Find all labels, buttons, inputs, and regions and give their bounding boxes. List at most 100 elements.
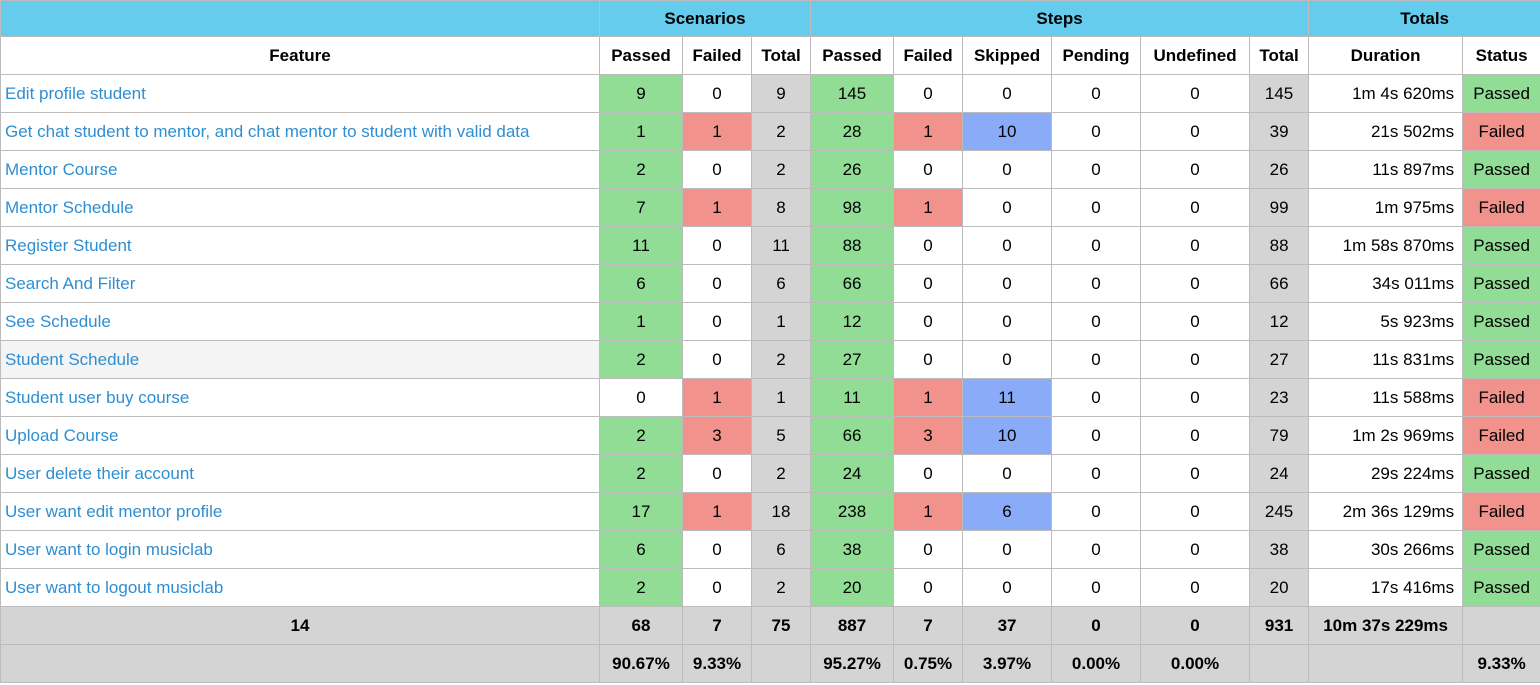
feature-link[interactable]: Student Schedule: [5, 349, 140, 369]
duration-cell: 1m 58s 870ms: [1308, 226, 1464, 265]
feature-cell: Edit profile student: [0, 74, 600, 113]
steps-passed-cell: 66: [810, 416, 895, 455]
scenarios-total-cell: 2: [750, 112, 812, 151]
feature-link[interactable]: User delete their account: [5, 463, 194, 483]
steps-skipped-cell: 10: [962, 416, 1053, 455]
feature-link[interactable]: See Schedule: [5, 311, 111, 331]
scenarios-total-cell: 6: [750, 530, 812, 569]
duration-cell: 34s 011ms: [1308, 264, 1464, 303]
steps-passed-cell: 66: [810, 264, 895, 303]
feature-link[interactable]: Register Student: [5, 235, 132, 255]
table-row: Upload Course 2 3 5 66 3 10 0 0 79 1m 2s 969ms Fail…: [0, 416, 1540, 455]
steps-passed-cell: 27: [810, 340, 895, 379]
total-steps-skipped: 37: [962, 606, 1053, 645]
col-scenarios-passed[interactable]: Passed: [599, 36, 683, 75]
feature-link[interactable]: Edit profile student: [5, 83, 146, 103]
col-steps-skipped[interactable]: Skipped: [962, 36, 1053, 75]
steps-failed-cell: 0: [893, 568, 964, 607]
scenarios-passed-cell: 0: [599, 378, 683, 417]
status-badge: Passed: [1462, 302, 1540, 341]
pct-steps-pending: 0.00%: [1051, 644, 1142, 683]
steps-pending-cell: 0: [1051, 378, 1142, 417]
total-steps-pending: 0: [1051, 606, 1142, 645]
steps-total-cell: 24: [1249, 454, 1310, 493]
total-steps-passed: 887: [810, 606, 895, 645]
table-row: User want to login musiclab 6 0 6 38 0 0 0 0 38 30…: [0, 530, 1540, 569]
steps-passed-cell: 88: [810, 226, 895, 265]
scenarios-passed-cell: 2: [599, 150, 683, 189]
feature-cell: Mentor Course: [0, 150, 600, 189]
total-steps-undefined: 0: [1140, 606, 1251, 645]
feature-link[interactable]: Search And Filter: [5, 273, 136, 293]
duration-cell: 1m 2s 969ms: [1308, 416, 1464, 455]
scenarios-passed-cell: 2: [599, 454, 683, 493]
steps-total-cell: 20: [1249, 568, 1310, 607]
col-steps-failed[interactable]: Failed: [893, 36, 964, 75]
steps-passed-cell: 26: [810, 150, 895, 189]
status-badge: Failed: [1462, 112, 1540, 151]
status-badge: Passed: [1462, 454, 1540, 493]
scenarios-failed-cell: 0: [682, 150, 752, 189]
pct-steps-failed: 0.75%: [893, 644, 964, 683]
scenarios-total-cell: 2: [750, 568, 812, 607]
feature-link[interactable]: Get chat student to mentor, and chat men…: [5, 121, 530, 141]
col-steps-passed[interactable]: Passed: [810, 36, 895, 75]
totals-row: 14 68 7 75 887 7 37 0 0 931 10m 37s 229m…: [0, 606, 1540, 645]
status-badge: Failed: [1462, 188, 1540, 227]
duration-cell: 21s 502ms: [1308, 112, 1464, 151]
table-row: Mentor Schedule 7 1 8 98 1 0 0 0 99 1m 975ms Failed: [0, 188, 1540, 227]
scenarios-passed-cell: 6: [599, 530, 683, 569]
total-status: [1462, 606, 1540, 645]
steps-total-cell: 99: [1249, 188, 1310, 227]
col-scenarios-failed[interactable]: Failed: [682, 36, 752, 75]
steps-skipped-cell: 0: [962, 74, 1053, 113]
feature-link[interactable]: User want to logout musiclab: [5, 577, 224, 597]
total-steps-failed: 7: [893, 606, 964, 645]
feature-link[interactable]: User want edit mentor profile: [5, 501, 223, 521]
steps-failed-cell: 1: [893, 492, 964, 531]
duration-cell: 29s 224ms: [1308, 454, 1464, 493]
col-steps-total[interactable]: Total: [1249, 36, 1310, 75]
feature-link[interactable]: Upload Course: [5, 425, 119, 445]
scenarios-total-cell: 5: [750, 416, 812, 455]
col-duration[interactable]: Duration: [1308, 36, 1464, 75]
scenarios-passed-cell: 2: [599, 416, 683, 455]
steps-passed-cell: 24: [810, 454, 895, 493]
steps-total-cell: 245: [1249, 492, 1310, 531]
scenarios-passed-cell: 11: [599, 226, 683, 265]
scenarios-passed-cell: 2: [599, 568, 683, 607]
scenarios-failed-cell: 0: [682, 74, 752, 113]
col-scenarios-total[interactable]: Total: [750, 36, 812, 75]
pct-steps-undefined: 0.00%: [1140, 644, 1251, 683]
duration-cell: 11s 831ms: [1308, 340, 1464, 379]
table-row: Search And Filter 6 0 6 66 0 0 0 0 66 34s 011ms Pas…: [0, 264, 1540, 303]
scenarios-total-cell: 8: [750, 188, 812, 227]
steps-undefined-cell: 0: [1140, 530, 1251, 569]
steps-undefined-cell: 0: [1140, 340, 1251, 379]
steps-total-cell: 79: [1249, 416, 1310, 455]
steps-failed-cell: 0: [893, 530, 964, 569]
col-steps-undefined[interactable]: Undefined: [1140, 36, 1251, 75]
scenarios-failed-cell: 0: [682, 568, 752, 607]
feature-link[interactable]: User want to login musiclab: [5, 539, 213, 559]
col-feature[interactable]: Feature: [0, 36, 600, 75]
percentages-row: 90.67% 9.33% 95.27% 0.75% 3.97% 0.00% 0.…: [0, 644, 1540, 683]
steps-failed-cell: 0: [893, 264, 964, 303]
steps-undefined-cell: 0: [1140, 454, 1251, 493]
scenarios-failed-cell: 0: [682, 226, 752, 265]
duration-cell: 5s 923ms: [1308, 302, 1464, 341]
feature-link[interactable]: Mentor Course: [5, 159, 118, 179]
feature-link[interactable]: Student user buy course: [5, 387, 190, 407]
total-scenarios-total: 75: [750, 606, 812, 645]
pct-status: 9.33%: [1462, 644, 1540, 683]
steps-failed-cell: 1: [893, 378, 964, 417]
col-status[interactable]: Status: [1462, 36, 1540, 75]
feature-cell: Upload Course: [0, 416, 600, 455]
steps-skipped-cell: 6: [962, 492, 1053, 531]
steps-total-cell: 66: [1249, 264, 1310, 303]
scenarios-failed-cell: 3: [682, 416, 752, 455]
col-steps-pending[interactable]: Pending: [1051, 36, 1142, 75]
feature-link[interactable]: Mentor Schedule: [5, 197, 134, 217]
total-duration: 10m 37s 229ms: [1308, 606, 1464, 645]
